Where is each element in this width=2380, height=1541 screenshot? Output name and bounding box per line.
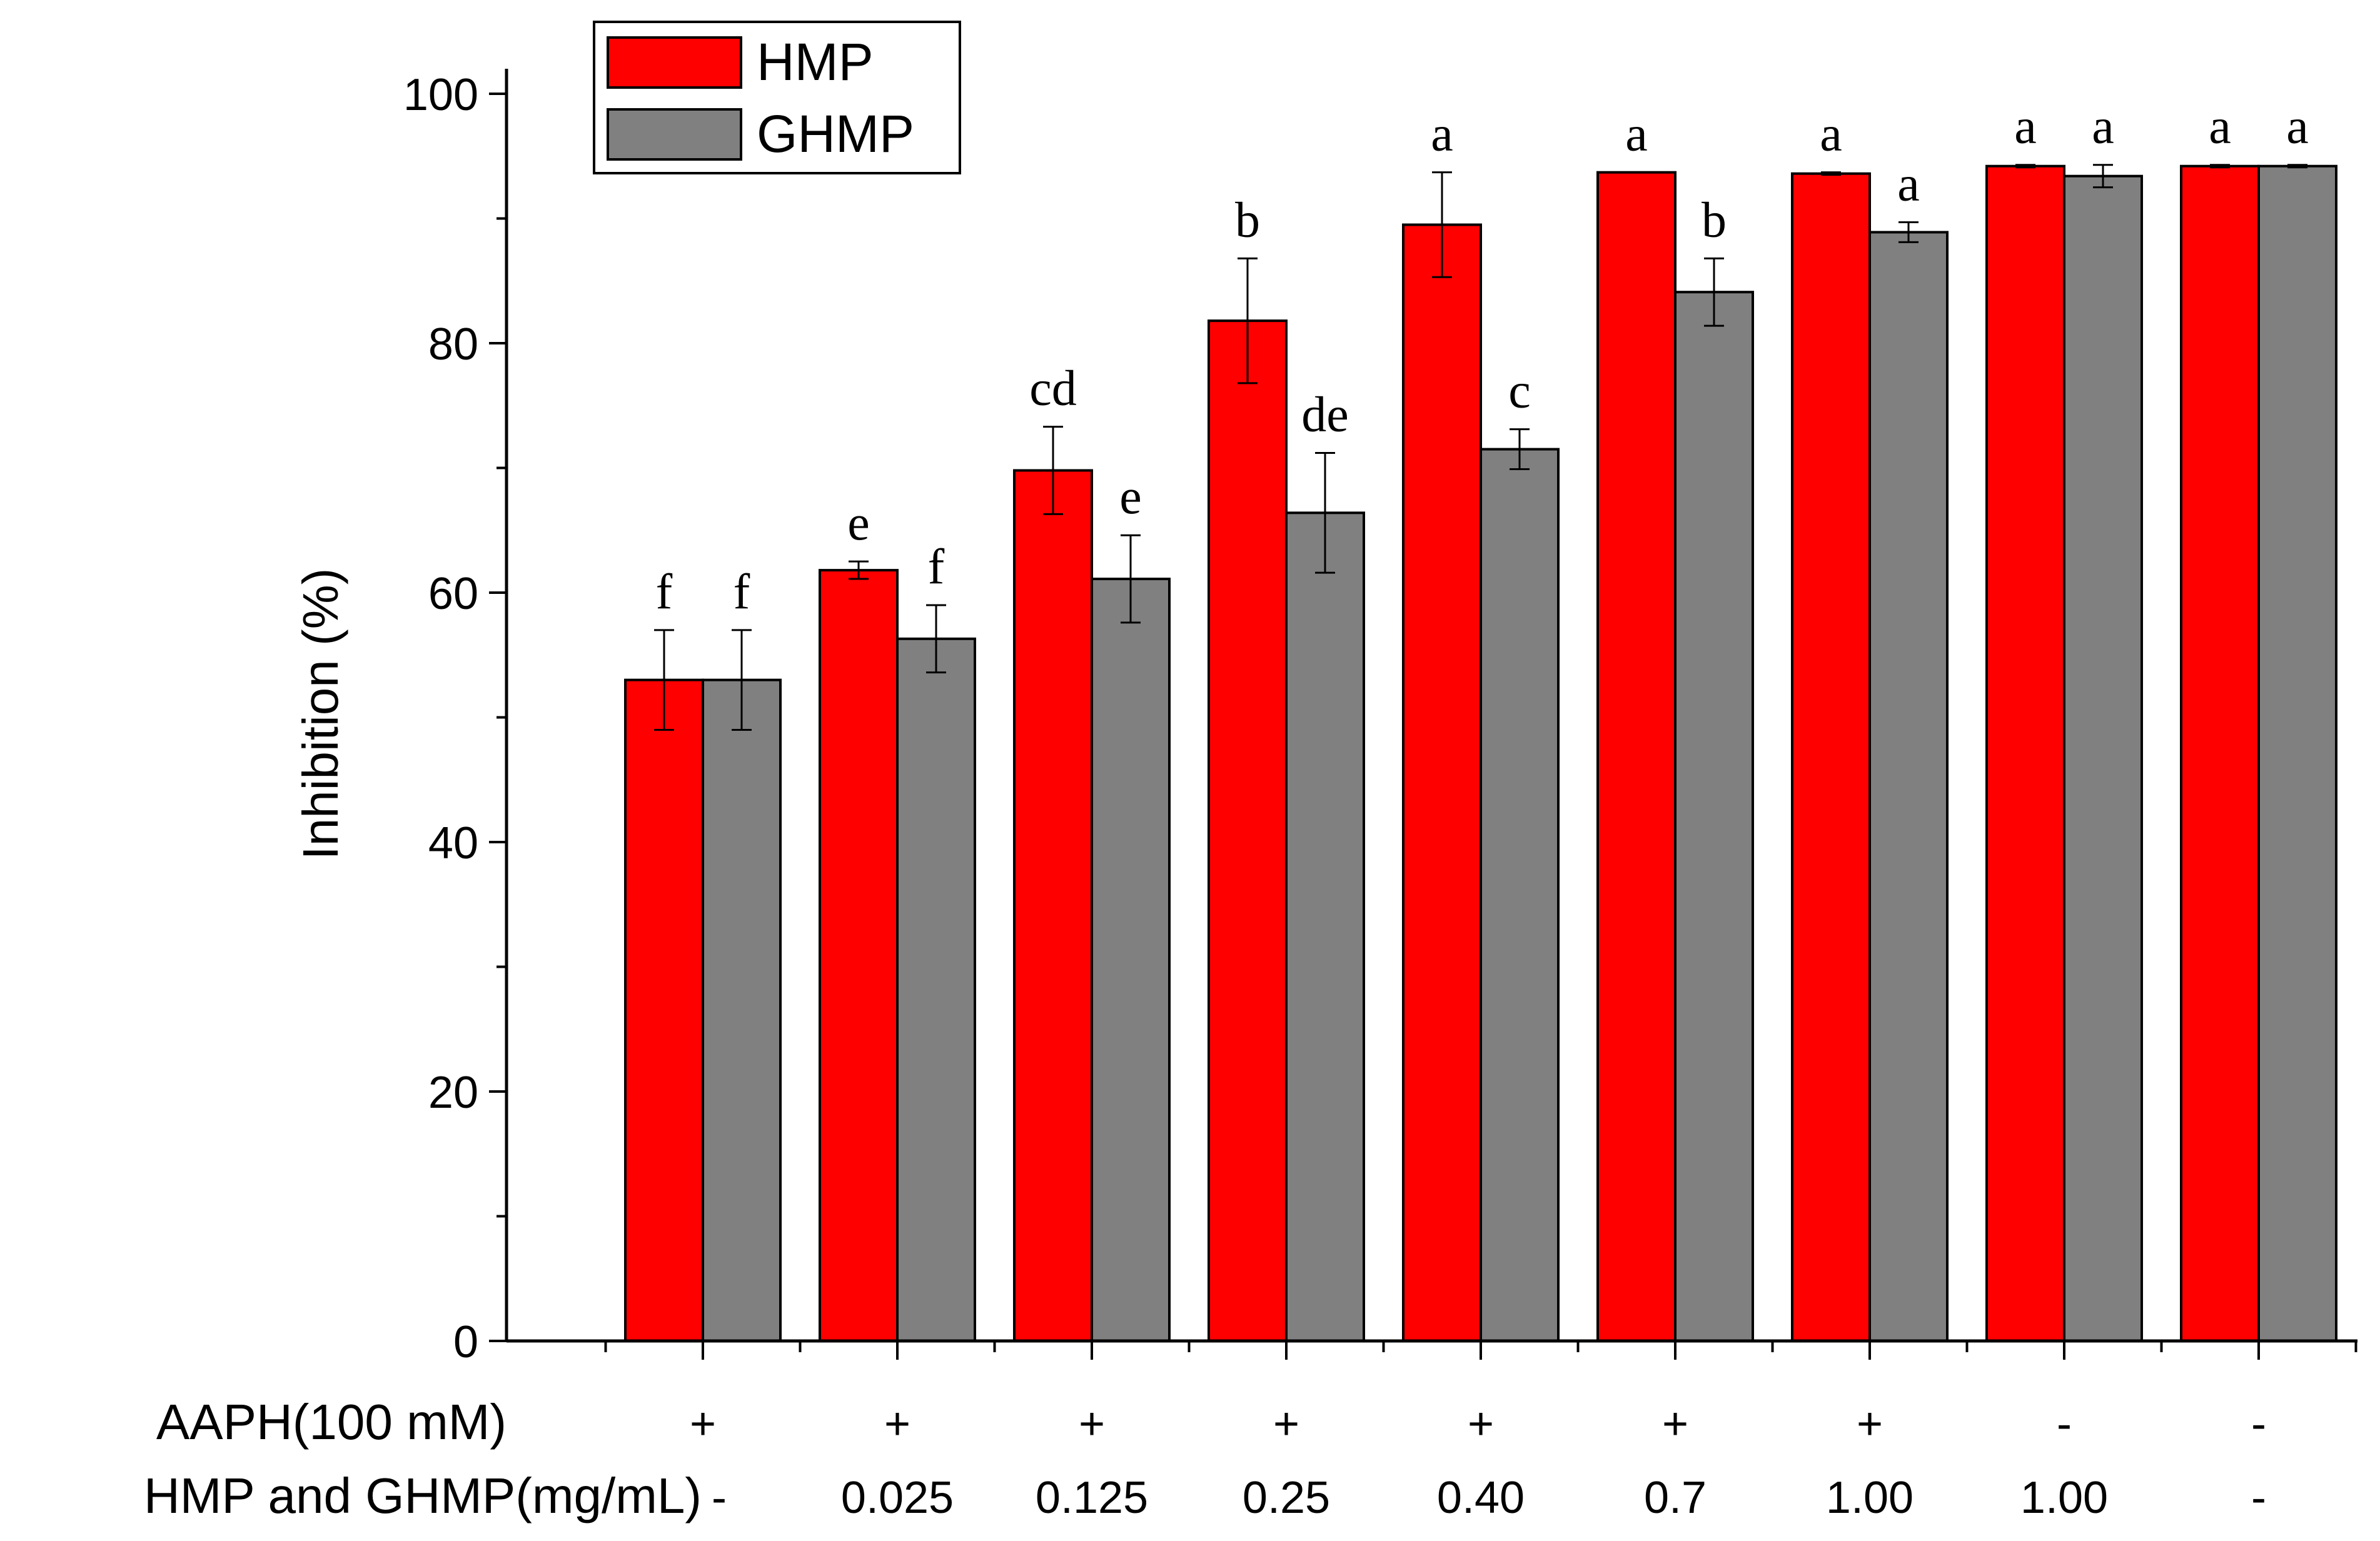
bar-hmp-9 (2180, 164, 2260, 1343)
bar-hmp-2 (819, 569, 899, 1343)
significance-letter-ghmp-2: f (928, 540, 945, 595)
condition-row-1-value-1: + (690, 1399, 716, 1449)
significance-letter-ghmp-8: a (2092, 99, 2114, 154)
legend-label-ghmp: GHMP (757, 104, 914, 163)
condition-row-1-value-8: - (2057, 1399, 2072, 1449)
condition-row-2-value-6: 0.7 (1644, 1473, 1707, 1523)
condition-row-2-value-8: 1.00 (2020, 1473, 2108, 1523)
concentration-row-label: HMP and GHMP(mg/mL) (144, 1468, 702, 1523)
significance-letter-ghmp-5: c (1508, 364, 1531, 419)
legend-label-hmp: HMP (757, 33, 874, 91)
y-tick-label-60: 60 (428, 569, 478, 619)
y-axis-label: Inhibition (%) (293, 568, 348, 860)
significance-letter-hmp-2: e (847, 496, 870, 551)
conditions-table: AAPH(100 mM) HMP and GHMP(mg/mL) + + + + + + +… (144, 1394, 2266, 1523)
bar-ghmp-5 (1480, 448, 1560, 1343)
bar-hmp-5 (1402, 223, 1482, 1343)
condition-row-1-value-5: + (1468, 1399, 1494, 1449)
bar-ghmp-2 (896, 637, 976, 1343)
y-tick-label-40: 40 (428, 818, 478, 868)
y-ticks-layer: 0 20 40 60 80 100 (403, 70, 507, 1367)
condition-row-2-value-7: 1.00 (1826, 1473, 1914, 1523)
bars-layer (624, 164, 2337, 1343)
bar-hmp-8 (1985, 164, 2065, 1343)
condition-row-1-value-6: + (1662, 1399, 1688, 1449)
y-tick-label-20: 20 (428, 1068, 478, 1118)
bar-ghmp-1 (702, 678, 782, 1342)
condition-row-2-value-1: - (712, 1473, 727, 1523)
significance-letter-hmp-3: cd (1029, 361, 1077, 416)
significance-letter-ghmp-7: a (1897, 156, 1920, 211)
bar-ghmp-7 (1868, 231, 1949, 1343)
significance-letter-ghmp-6: b (1702, 193, 1727, 248)
bar-hmp-7 (1791, 172, 1871, 1342)
significance-letter-ghmp-9: a (2286, 99, 2309, 154)
condition-row-2-value-5: 0.40 (1437, 1473, 1525, 1523)
condition-row-1-value-9: - (2251, 1399, 2266, 1449)
condition-row-2-value-2: 0.025 (841, 1473, 954, 1523)
legend-swatch-hmp (607, 36, 742, 89)
significance-letter-hmp-8: a (2014, 99, 2037, 154)
bar-hmp-4 (1208, 319, 1288, 1343)
significance-letter-ghmp-3: e (1119, 469, 1142, 525)
condition-row-2-value-4: 0.25 (1243, 1473, 1330, 1523)
y-tick-label-80: 80 (428, 319, 478, 369)
legend-swatch-ghmp (607, 108, 742, 161)
bar-ghmp-4 (1285, 511, 1365, 1343)
bar-hmp-1 (624, 678, 704, 1342)
condition-row-1-value-4: + (1273, 1399, 1299, 1449)
condition-row-2-value-3: 0.125 (1036, 1473, 1148, 1523)
axes-layer: Inhibition (%) (293, 69, 2357, 1360)
condition-row-1-value-3: + (1079, 1399, 1105, 1449)
condition-row-1-value-7: + (1857, 1399, 1883, 1449)
significance-letter-hmp-9: a (2209, 99, 2231, 154)
bar-ghmp-8 (2063, 174, 2143, 1342)
condition-row-2-value-9: - (2251, 1473, 2266, 1523)
aaph-row-label: AAPH(100 mM) (156, 1394, 507, 1450)
significance-letter-ghmp-1: f (734, 565, 750, 620)
legend: HMP GHMP (593, 21, 961, 174)
significance-letter-hmp-4: b (1235, 193, 1260, 248)
bar-ghmp-9 (2257, 164, 2337, 1343)
bar-ghmp-6 (1674, 291, 1754, 1343)
bar-hmp-3 (1013, 469, 1093, 1342)
y-tick-label-0: 0 (453, 1317, 478, 1367)
bar-hmp-6 (1596, 171, 1677, 1342)
significance-letter-hmp-6: a (1625, 107, 1648, 162)
error-bars-layer (654, 164, 2307, 731)
significance-letter-hmp-1: f (656, 565, 673, 620)
y-tick-label-100: 100 (403, 70, 478, 120)
significance-letter-hmp-5: a (1431, 107, 1453, 162)
bar-ghmp-3 (1091, 578, 1171, 1342)
significance-letter-hmp-7: a (1820, 107, 1842, 162)
significance-letter-ghmp-4: de (1301, 388, 1349, 443)
condition-row-1-value-2: + (884, 1399, 910, 1449)
